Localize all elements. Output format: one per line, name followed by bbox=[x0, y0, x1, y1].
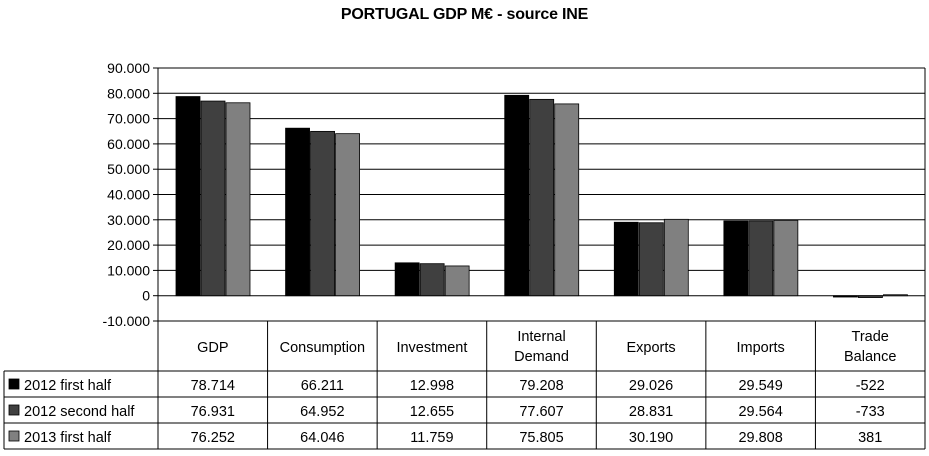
table-cell: 76.252 bbox=[191, 430, 235, 446]
chart-title: PORTUGAL GDP M€ - source INE bbox=[340, 6, 589, 23]
bar-2012-second-half-3 bbox=[529, 98, 555, 297]
table-cell: 29.808 bbox=[738, 430, 782, 446]
bar-2013-first-half-0 bbox=[225, 102, 251, 297]
y-tick-label: 20.000 bbox=[107, 237, 150, 253]
bar-2013-first-half-6 bbox=[883, 294, 908, 297]
table-cell: 28.831 bbox=[629, 404, 673, 420]
data-table: GDP Consumption Investment Internal Demand Ex… bbox=[3, 320, 926, 450]
legend-label: 2012 first half bbox=[24, 378, 112, 394]
category-label: Exports bbox=[626, 340, 675, 356]
bars bbox=[175, 94, 908, 298]
category-label: Trade bbox=[852, 329, 889, 345]
legend-swatch bbox=[8, 404, 20, 416]
bar-2013-first-half-2 bbox=[444, 265, 470, 297]
y-tick-label: 90.000 bbox=[107, 60, 150, 76]
table-cell: 381 bbox=[858, 430, 882, 446]
category-label: Consumption bbox=[280, 340, 365, 356]
bar-2012-second-half-2 bbox=[419, 263, 445, 297]
legend-swatch bbox=[8, 378, 20, 390]
category-label: GDP bbox=[197, 340, 228, 356]
y-tick-label: -10.000 bbox=[103, 313, 151, 329]
table-cell: 64.952 bbox=[300, 404, 344, 420]
table-cell: 29.549 bbox=[738, 378, 782, 394]
table-cell: 29.026 bbox=[629, 378, 673, 394]
bar-2012-second-half-1 bbox=[310, 130, 335, 297]
bar-2013-first-half-4 bbox=[663, 218, 689, 297]
bar-2012-second-half-4 bbox=[638, 222, 664, 297]
bar-2012-first-half-0 bbox=[175, 96, 201, 297]
legend-label: 2013 first half bbox=[24, 430, 112, 446]
table-cell: 30.190 bbox=[629, 430, 673, 446]
category-label: Internal bbox=[517, 329, 565, 345]
table-cell: 29.564 bbox=[738, 404, 782, 420]
table-cell: 76.931 bbox=[191, 404, 235, 420]
category-label: Balance bbox=[844, 349, 896, 365]
bar-2012-first-half-4 bbox=[613, 221, 639, 297]
table-cell: 77.607 bbox=[519, 404, 563, 420]
y-axis: -10.000 0 10.000 20.000 30.000 40.000 50.000 60… bbox=[103, 60, 926, 329]
table-cell: 75.805 bbox=[519, 430, 563, 446]
table-cell: -522 bbox=[856, 378, 885, 394]
y-tick-label: 70.000 bbox=[107, 111, 150, 127]
table-cell: 11.759 bbox=[410, 430, 453, 446]
legend-label: 2012 second half bbox=[24, 404, 135, 420]
table-cell: -733 bbox=[856, 404, 885, 420]
bar-2012-first-half-2 bbox=[394, 262, 420, 297]
legend-swatch bbox=[8, 430, 20, 442]
y-tick-label: 80.000 bbox=[107, 85, 150, 101]
table-cell: 66.211 bbox=[301, 378, 344, 394]
y-tick-label: 10.000 bbox=[107, 262, 150, 278]
y-tick-label: 40.000 bbox=[107, 187, 150, 203]
y-tick-label: 0 bbox=[142, 288, 150, 304]
bar-2012-second-half-6 bbox=[858, 295, 883, 298]
bar-2012-first-half-5 bbox=[723, 220, 749, 297]
y-tick-label: 30.000 bbox=[107, 212, 150, 228]
bar-2013-first-half-5 bbox=[773, 219, 799, 297]
category-label: Imports bbox=[736, 340, 784, 356]
y-tick-label: 60.000 bbox=[107, 136, 150, 152]
bar-2012-second-half-5 bbox=[748, 220, 774, 297]
bar-2012-first-half-6 bbox=[833, 295, 858, 298]
table-cell: 78.714 bbox=[191, 378, 235, 394]
table-cell: 79.208 bbox=[519, 378, 563, 394]
bar-2013-first-half-3 bbox=[554, 103, 580, 297]
bar-2012-first-half-3 bbox=[504, 94, 530, 297]
bar-2012-second-half-0 bbox=[200, 100, 226, 297]
y-tick-label: 50.000 bbox=[107, 161, 150, 177]
bar-2012-first-half-1 bbox=[285, 127, 310, 297]
table-cell: 64.046 bbox=[300, 430, 344, 446]
table-cell: 12.998 bbox=[410, 378, 454, 394]
table-cell: 12.655 bbox=[410, 404, 454, 420]
category-label: Demand bbox=[514, 349, 569, 365]
category-label: Investment bbox=[396, 340, 467, 356]
bar-2013-first-half-1 bbox=[335, 133, 360, 297]
